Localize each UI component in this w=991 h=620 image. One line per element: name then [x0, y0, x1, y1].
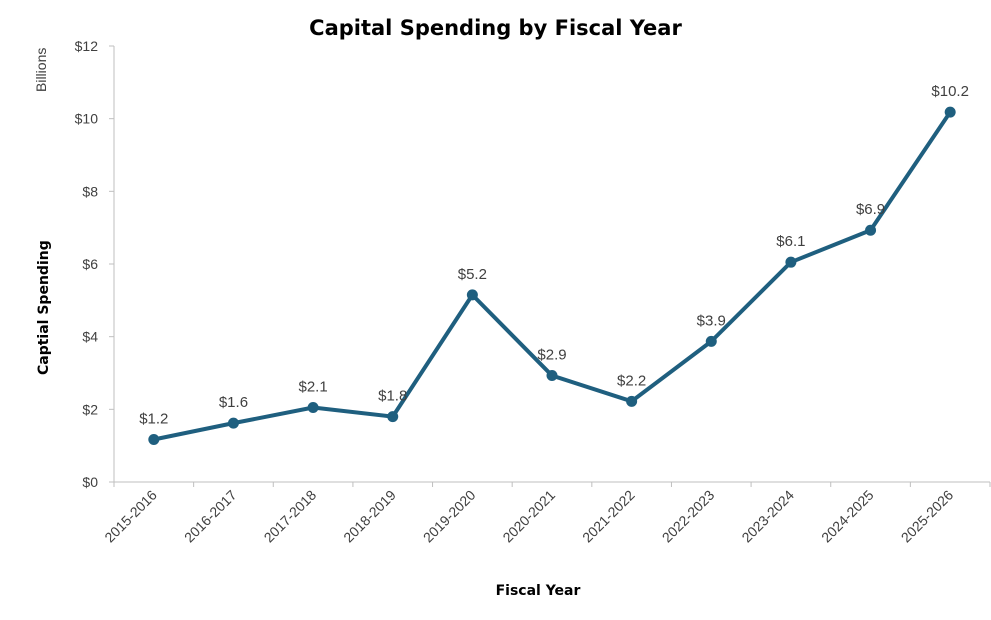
x-tick-label: 2017-2018 [261, 487, 320, 546]
series-line [151, 110, 953, 442]
x-tick-label: 2018-2019 [340, 487, 399, 546]
x-tick-label: 2023-2024 [738, 487, 797, 546]
y-tick-label: $4 [82, 329, 98, 345]
data-label: $1.8 [378, 388, 407, 405]
x-tick-label: 2019-2020 [420, 487, 479, 546]
x-axis-title: Fiscal Year [495, 583, 581, 599]
x-tick-label: 2025-2026 [898, 487, 957, 546]
data-label: $10.2 [931, 83, 969, 100]
x-tick-label: 2022-2023 [659, 487, 718, 546]
y-tick-label: $6 [82, 256, 98, 272]
y-tick-label: $8 [82, 183, 98, 199]
y-tick-label: $2 [82, 401, 98, 417]
data-point [466, 289, 478, 301]
x-tick-label: 2024-2025 [818, 487, 877, 546]
x-tick-label: 2021-2022 [579, 487, 638, 546]
data-label: $3.9 [697, 312, 726, 329]
data-point [626, 395, 638, 407]
data-label: $2.9 [537, 347, 566, 364]
data-label: $6.1 [776, 233, 805, 250]
data-point [865, 224, 877, 236]
x-tick-label: 2015-2016 [101, 487, 160, 546]
x-tick-label: 2020-2021 [499, 487, 558, 546]
data-point [307, 402, 319, 414]
chart-title: Capital Spending by Fiscal Year [309, 16, 682, 40]
data-point [546, 370, 558, 382]
data-label: $2.1 [298, 379, 327, 396]
data-point [148, 433, 160, 445]
data-label: $5.2 [458, 266, 487, 283]
data-label: $2.2 [617, 372, 646, 389]
data-point [227, 417, 239, 429]
data-label: $1.2 [139, 410, 168, 427]
y-tick-label: $0 [82, 474, 98, 490]
y-tick-label: $10 [75, 111, 99, 127]
data-label: $6.9 [856, 201, 885, 218]
data-point [387, 411, 399, 423]
y-tick-label: $12 [75, 38, 99, 54]
data-point [705, 335, 717, 347]
data-label: $1.6 [219, 394, 248, 411]
data-point [785, 256, 797, 268]
data-point [944, 106, 956, 118]
x-tick-label: 2016-2017 [181, 487, 240, 546]
